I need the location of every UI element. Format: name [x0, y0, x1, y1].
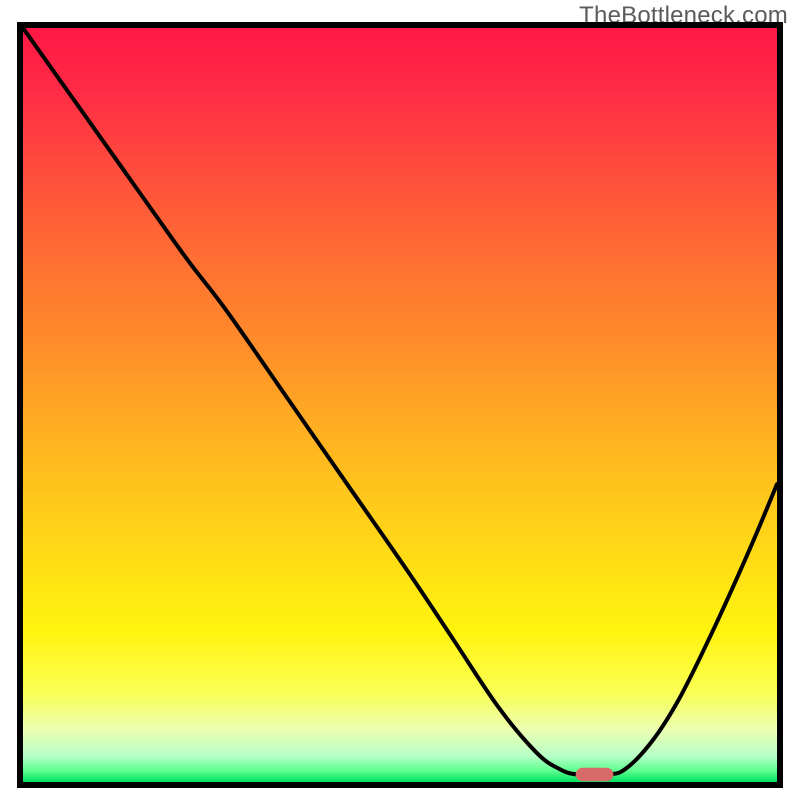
chart-container: TheBottleneck.com	[0, 0, 800, 800]
bottleneck-chart	[0, 0, 800, 800]
optimum-marker	[576, 768, 614, 782]
gradient-background	[23, 28, 777, 782]
